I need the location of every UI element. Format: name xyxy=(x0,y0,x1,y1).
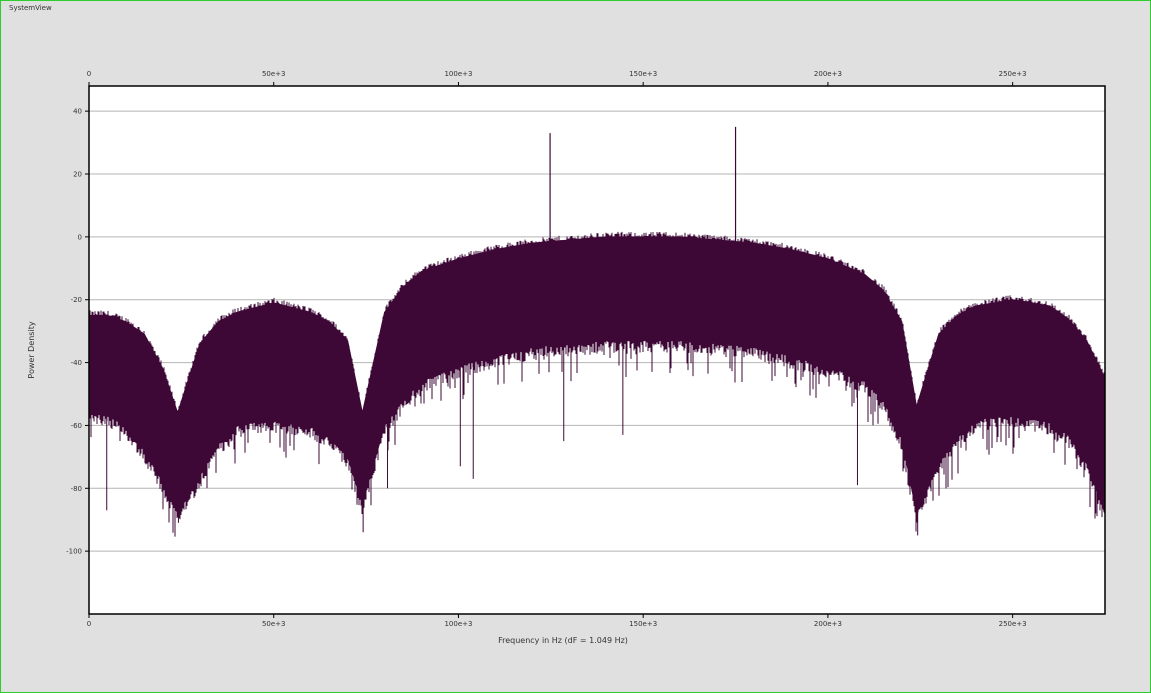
x-axis-title: Frequency in Hz (dF = 1.049 Hz) xyxy=(498,636,628,645)
y-tick-label: -40 xyxy=(71,359,82,367)
x-tick-label-top: 250e+3 xyxy=(999,70,1027,78)
x-tick-label: 0 xyxy=(87,620,91,628)
x-tick-label-top: 150e+3 xyxy=(629,70,657,78)
y-tick-label: 0 xyxy=(78,233,82,241)
y-tick-label: -60 xyxy=(71,422,82,430)
y-tick-label: -80 xyxy=(71,485,82,493)
x-tick-label: 100e+3 xyxy=(444,620,472,628)
x-tick-label: 250e+3 xyxy=(999,620,1027,628)
spike-markers xyxy=(549,126,737,242)
y-tick-label: 40 xyxy=(73,108,82,116)
x-tick-label-top: 100e+3 xyxy=(444,70,472,78)
axis-ticks: 40 20 0 -20 -40 -60 -80 -100 0 0 50e+3 50e+3 100e+3 1… xyxy=(66,70,1027,628)
y-tick-label: 20 xyxy=(73,171,82,179)
x-tick-label: 150e+3 xyxy=(629,620,657,628)
x-tick-label-top: 0 xyxy=(87,70,91,78)
y-tick-label: -20 xyxy=(71,296,82,304)
y-axis-title: Power Density xyxy=(27,321,36,378)
x-tick-label-top: 200e+3 xyxy=(814,70,842,78)
window-title: SystemView xyxy=(9,4,52,12)
y-tick-label: -100 xyxy=(66,548,82,556)
x-tick-label-top: 50e+3 xyxy=(262,70,286,78)
plot-frame xyxy=(88,85,1106,615)
x-tick-label: 200e+3 xyxy=(814,620,842,628)
x-tick-label: 50e+3 xyxy=(262,620,286,628)
